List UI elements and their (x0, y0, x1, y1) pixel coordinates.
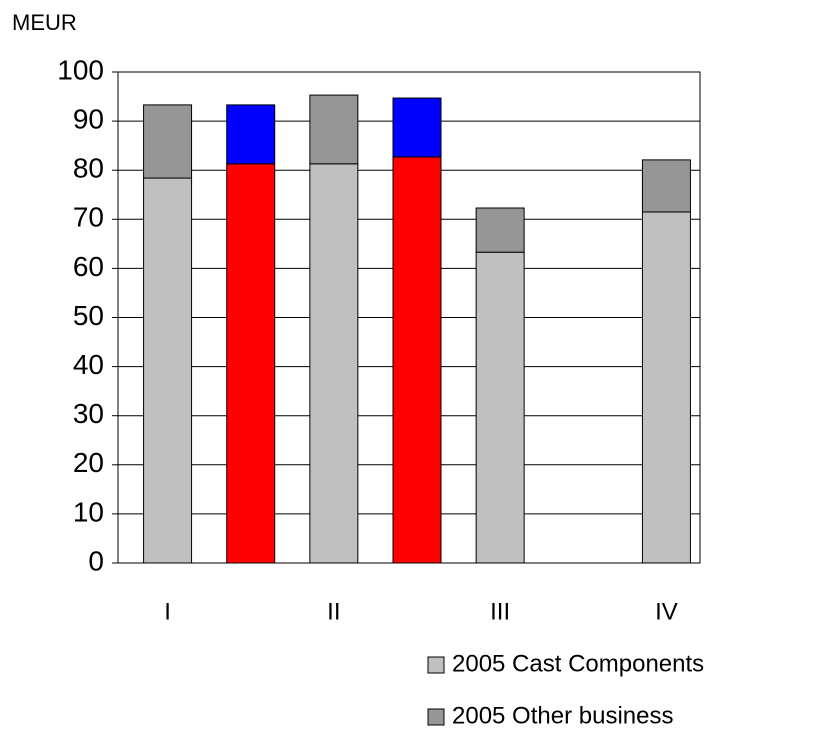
bar-segment (309, 163, 359, 564)
x-tick-label: II (327, 598, 340, 625)
y-tick-label: 80 (73, 153, 104, 184)
legend-label: 2005 Cast Components (452, 650, 704, 677)
legend-label: 2005 Other business (452, 702, 673, 729)
x-tick-label: IV (655, 598, 678, 625)
bar-segment (641, 159, 691, 213)
bar-segment (309, 94, 359, 165)
x-tick-label: I (164, 598, 171, 625)
x-tick-label: III (490, 598, 510, 625)
bar-segment (641, 211, 691, 564)
y-tick-label: 30 (73, 398, 104, 429)
y-tick-label: 10 (73, 496, 104, 527)
y-tick-label: 0 (88, 545, 104, 576)
bar-segment (143, 177, 193, 564)
y-tick-label: 70 (73, 202, 104, 233)
bar-segment (475, 207, 525, 253)
y-axis-label: MEUR (12, 10, 77, 35)
legend-swatch (427, 656, 445, 674)
y-tick-label: 50 (73, 300, 104, 331)
y-tick-label: 100 (57, 54, 104, 85)
y-tick-label: 40 (73, 349, 104, 380)
bar-segment (475, 251, 525, 564)
bar-segment (143, 104, 193, 179)
bar-segment (392, 97, 442, 158)
y-tick-label: 20 (73, 447, 104, 478)
y-tick-label: 90 (73, 103, 104, 134)
legend-swatch (427, 708, 445, 726)
bar-segment (226, 104, 276, 165)
bar-segment (392, 156, 442, 564)
y-tick-label: 60 (73, 251, 104, 282)
bar-segment (226, 163, 276, 564)
